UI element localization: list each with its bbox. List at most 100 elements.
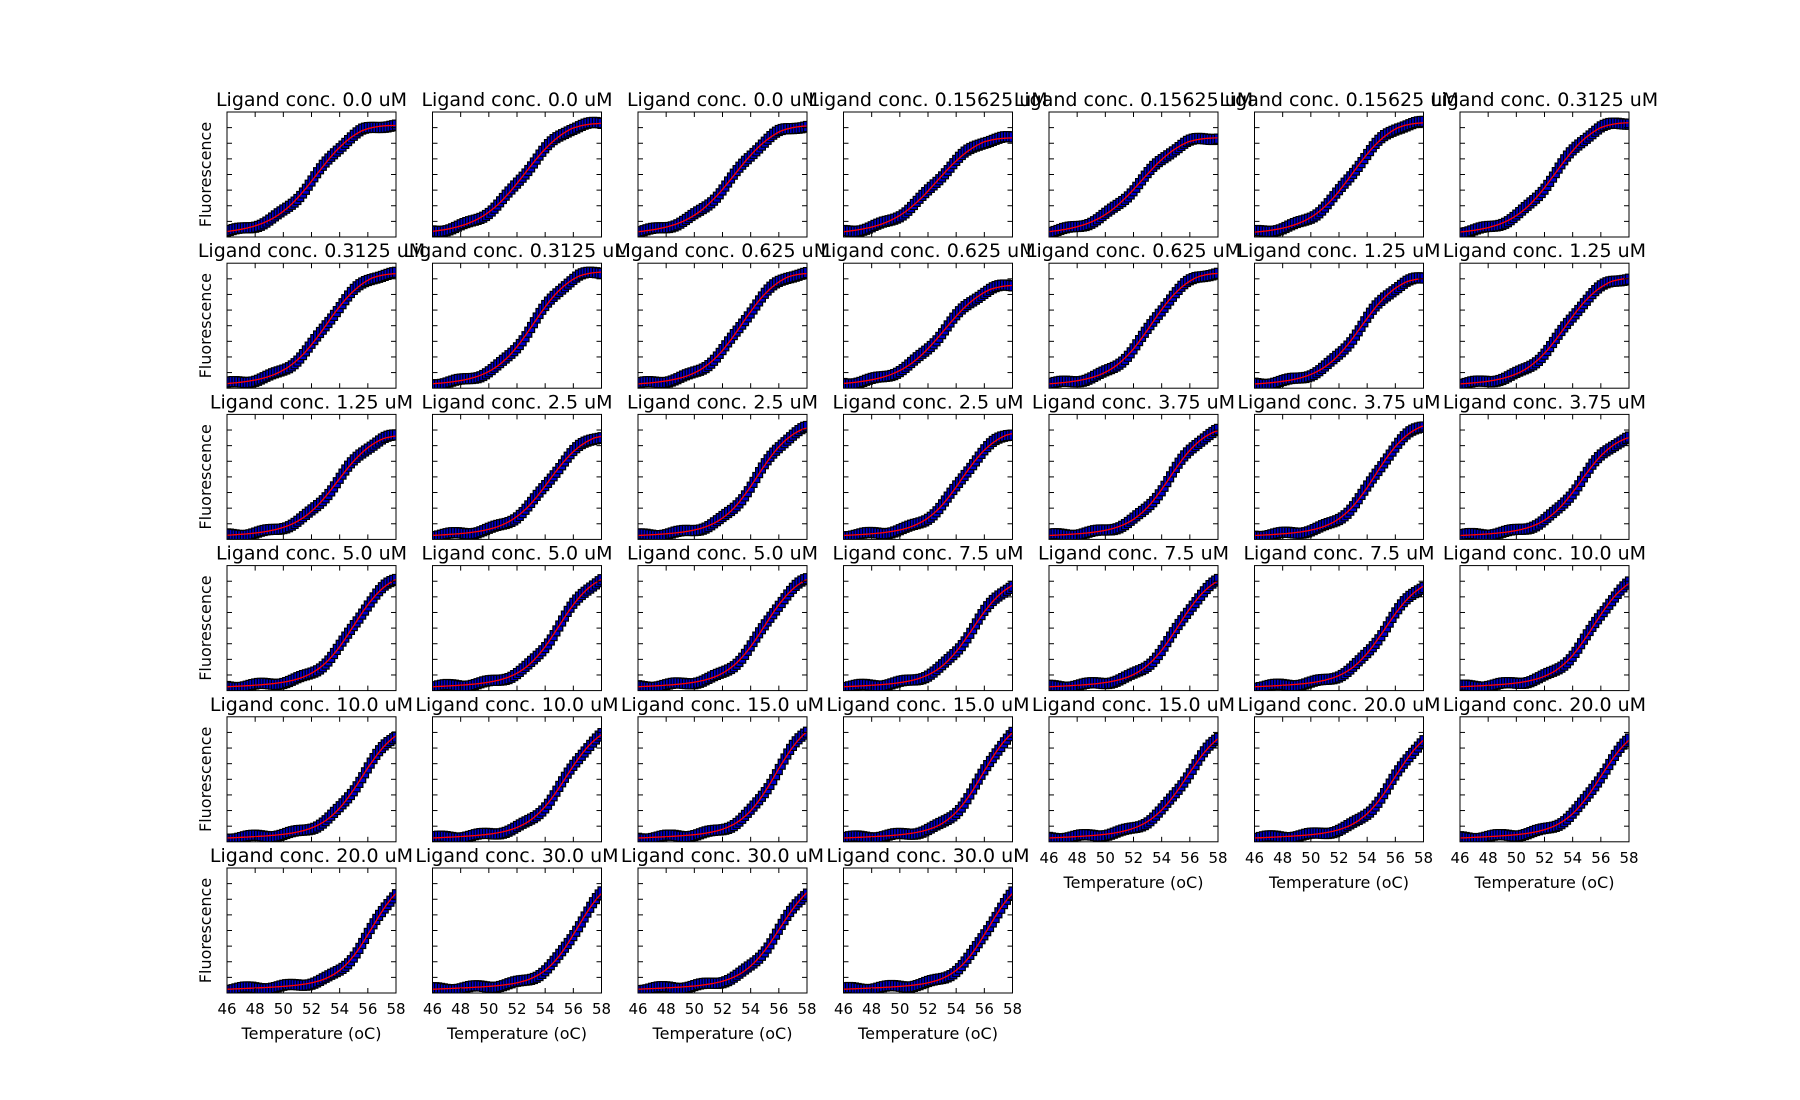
subplot: Ligand conc. 7.5 uM [1038,543,1229,692]
subplot: Ligand conc. 2.5 uM [832,391,1024,540]
data-point [1008,886,1013,898]
x-tick-label: 52 [1329,849,1348,867]
data-point [1213,133,1218,145]
y-axis-label: Fluorescence [196,878,215,983]
fit-line [432,578,602,688]
subplot: Ligand conc. 0.3125 uM [403,240,631,389]
subplot-title: Ligand conc. 0.625 uM [1026,240,1241,262]
fit-line [638,427,807,537]
subplot-title: Ligand conc. 15.0 uM [826,694,1029,716]
x-tick-label: 50 [479,1000,498,1018]
subplot-title: Ligand conc. 10.0 uM [1443,543,1646,565]
subplot: Ligand conc. 7.5 uM [1243,543,1435,692]
fit-line [1460,582,1629,688]
subplot-title: Ligand conc. 15.0 uM [1032,694,1235,716]
subplot-title: Ligand conc. 0.0 uM [627,89,818,111]
data-markers [1049,732,1218,842]
x-tick-label: 46 [628,1000,647,1018]
x-tick-label: 48 [657,1000,676,1018]
data-markers [638,573,807,691]
x-tick-label: 46 [423,1000,442,1018]
subplot: Ligand conc. 15.0 uM [826,694,1030,843]
x-tick-label: 54 [741,1000,760,1018]
data-point [1624,431,1629,443]
fit-line [1460,739,1629,839]
x-axis-label: Temperature (oC) [241,1024,382,1043]
subplot-title: Ligand conc. 0.0 uM [216,89,407,111]
subplot: Ligand conc. 0.625 uM [615,240,830,389]
subplot-title: Ligand conc. 20.0 uM [1443,694,1646,716]
data-markers [1049,132,1218,237]
fit-line [843,892,1013,990]
subplot-title: Ligand conc. 3.75 uM [1443,391,1646,413]
fit-line [1049,137,1218,233]
subplot-title: Ligand conc. 0.3125 uM [403,240,630,262]
data-point [597,886,602,898]
data-markers [843,726,1013,842]
x-axis-label: Temperature (oC) [857,1024,998,1043]
fit-line [843,584,1013,688]
axes-frame [843,111,1013,238]
x-tick-label: 56 [769,1000,788,1018]
data-markers [1254,421,1424,540]
subplot-title: Ligand conc. 3.75 uM [1032,391,1235,413]
subplot-title: Ligand conc. 30.0 uM [621,845,824,867]
x-tick-label: 50 [890,1000,909,1018]
x-tick-label: 46 [217,1000,236,1018]
subplot: Ligand conc. 0.15625 uM [1014,89,1253,238]
x-tick-label: 58 [592,1000,611,1018]
x-tick-label: 56 [358,1000,377,1018]
x-tick-label: 58 [386,1000,405,1018]
subplot: Ligand conc. 15.0 uM [621,694,824,843]
subplot-title: Ligand conc. 2.5 uM [421,391,612,413]
fit-line [843,284,1013,385]
subplot: Ligand conc. 0.625 uM [1026,240,1241,389]
x-tick-label: 46 [834,1000,853,1018]
fit-line [432,122,602,233]
subplot: Ligand conc. 1.25 uM [1237,240,1441,389]
data-markers [1254,581,1424,691]
data-point [802,573,807,585]
data-markers [1254,115,1424,237]
fit-line [227,124,396,233]
subplot-title: Ligand conc. 7.5 uM [832,543,1023,565]
x-axis-label: Temperature (oC) [1268,873,1409,892]
x-tick-label: 48 [451,1000,470,1018]
data-markers [432,727,602,842]
y-axis-label: Fluorescence [196,122,215,227]
data-markers [1049,573,1218,691]
subplot: Ligand conc. 7.5 uM [832,543,1024,692]
fit-line [1460,277,1629,385]
fit-line [1460,437,1629,537]
axes-frame [226,413,397,540]
x-tick-label: 54 [1563,849,1582,867]
data-point [1008,429,1013,441]
fit-line [1254,425,1424,537]
x-tick-label: 58 [1414,849,1433,867]
x-axis-label: Temperature (oC) [446,1024,587,1043]
x-tick-label: 56 [975,1000,994,1018]
x-tick-label: 46 [1245,849,1264,867]
subplot-title: Ligand conc. 5.0 uM [627,543,818,565]
data-markers [227,731,396,842]
subplot: Ligand conc. 15.0 uM 46 48 50 52 54 56 58Temper… [1032,694,1235,892]
subplot: Ligand conc. 2.5 uM [627,391,818,540]
x-tick-label: 52 [1124,849,1143,867]
data-markers [843,279,1013,389]
data-markers [432,116,602,237]
fit-line [432,892,602,990]
subplot-title: Ligand conc. 15.0 uM [621,694,824,716]
data-point [1624,576,1629,588]
x-tick-label: 56 [1386,849,1405,867]
fit-line [843,432,1013,537]
subplot: Ligand conc. 3.75 uM [1032,391,1235,540]
data-markers [1254,272,1424,389]
subplot: Ligand conc. 5.0 uM [421,543,613,692]
data-point [1419,735,1424,747]
data-markers [843,429,1013,540]
